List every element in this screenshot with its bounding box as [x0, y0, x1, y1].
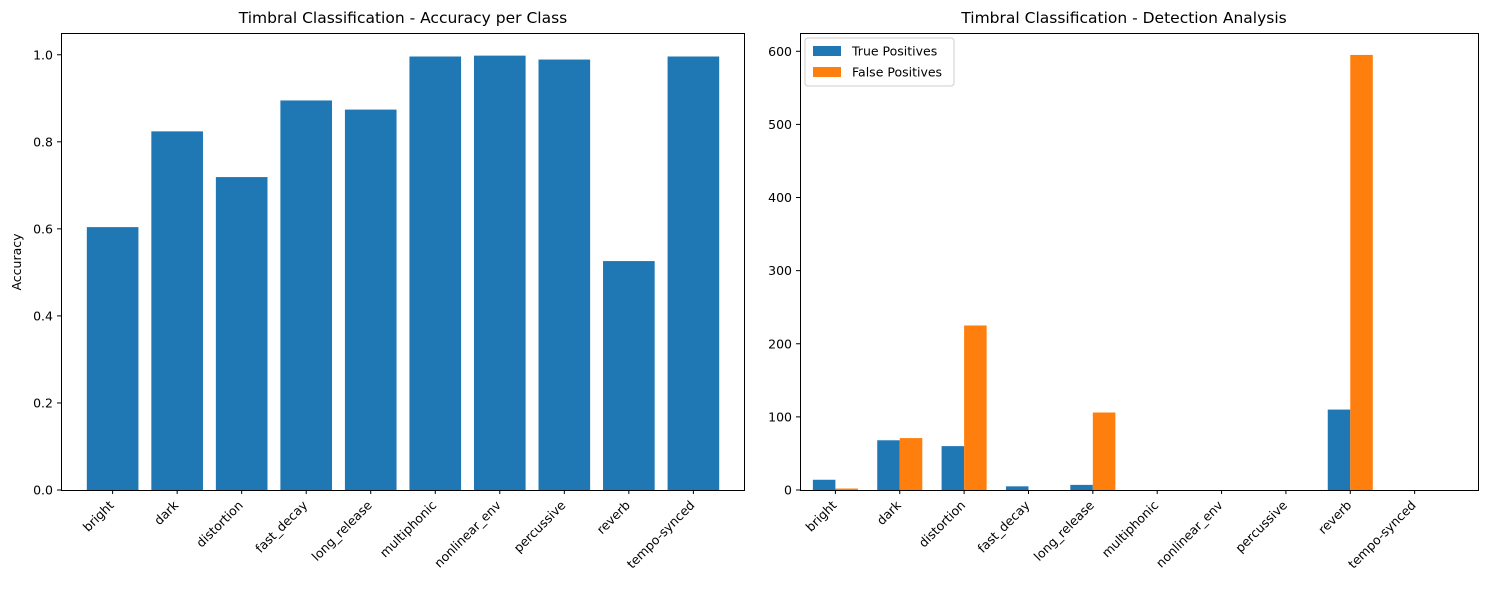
accuracy-bar-percussive	[538, 59, 591, 490]
accuracy-plot-frame	[61, 33, 745, 491]
false-positives-legend-label: False Positives	[852, 65, 942, 80]
x-tick-label: long_release	[309, 497, 376, 564]
accuracy-y-axis-label: Accuracy	[9, 233, 24, 291]
x-tick-label: multiphonic	[1099, 497, 1162, 560]
true-positives-legend-swatch	[813, 46, 841, 56]
x-tick-label: reverb	[1315, 497, 1354, 536]
x-tick-label: distortion	[193, 498, 246, 551]
detection-bars	[812, 54, 1373, 490]
x-tick-label: nonlinear_env	[431, 497, 504, 570]
y-tick-label: 0.8	[33, 134, 53, 149]
y-tick-label: 0.0	[33, 483, 53, 498]
accuracy-bar-tempo-synced	[667, 56, 720, 490]
false-positives-legend-swatch	[813, 67, 841, 77]
true-positives-bar-bright	[812, 479, 836, 490]
false-positives-bar-long_release	[1092, 412, 1116, 490]
legend-box	[804, 37, 955, 87]
y-tick-label: 500	[768, 117, 792, 132]
y-tick-label: 200	[768, 336, 792, 351]
x-tick-label: distortion	[916, 498, 969, 551]
x-tick-label: nonlinear_env	[1153, 497, 1226, 570]
y-tick-label: 400	[768, 190, 792, 205]
accuracy-bar-dark	[151, 131, 203, 490]
x-tick-label: dark	[151, 497, 182, 528]
accuracy-bar-reverb	[603, 261, 655, 490]
accuracy-x-ticks: bright dark distortion fast_decaylong_relea…	[80, 490, 698, 572]
detection-plot-frame	[800, 33, 1479, 491]
detection-chart-title: Timbral Classification - Detection Analy…	[960, 9, 1286, 27]
accuracy-chart: Timbral Classification - Accuracy per Cl…	[9, 9, 745, 571]
true-positives-bar-fast_decay	[1005, 486, 1029, 490]
false-positives-bar-distortion	[964, 325, 987, 490]
x-tick-label: reverb	[594, 497, 633, 536]
accuracy-bar-multiphonic	[409, 56, 462, 490]
x-tick-label: tempo-synced	[624, 498, 698, 572]
x-tick-label: multiphonic	[377, 497, 440, 560]
y-tick-label: 0	[784, 483, 792, 498]
false-positives-bar-dark	[899, 438, 923, 490]
x-tick-label: fast_decay	[252, 497, 311, 556]
accuracy-bar-fast_decay	[280, 100, 333, 490]
x-tick-label: bright	[803, 497, 840, 534]
true-positives-legend-label: True Positives	[851, 44, 937, 59]
true-positives-bar-distortion	[941, 446, 965, 490]
true-positives-bar-long_release	[1070, 484, 1093, 490]
true-positives-bar-reverb	[1327, 409, 1351, 490]
x-tick-label: fast_decay	[974, 497, 1033, 556]
x-tick-label: tempo-synced	[1345, 498, 1419, 572]
x-tick-label: percussive	[1232, 497, 1290, 555]
false-positives-bar-reverb	[1350, 54, 1373, 490]
y-tick-label: 100	[768, 409, 792, 424]
accuracy-bars	[86, 55, 720, 491]
y-tick-label: 0.2	[33, 395, 53, 410]
y-tick-label: 600	[768, 44, 792, 59]
y-tick-label: 0.4	[33, 308, 53, 323]
true-positives-bar-dark	[877, 440, 900, 490]
accuracy-y-ticks: 0.0 0.2 0.4 0.6 0.8 1.0	[33, 47, 61, 498]
x-tick-label: bright	[80, 497, 117, 534]
detection-y-ticks: 0 100 200 300 400 500 600	[768, 44, 800, 498]
y-tick-label: 0.6	[33, 221, 53, 236]
accuracy-bar-bright	[86, 227, 139, 490]
y-tick-label: 300	[768, 263, 792, 278]
detection-legend: True Positives False Positives	[804, 37, 955, 87]
y-tick-label: 1.0	[33, 47, 53, 62]
detection-x-ticks: bright dark distortion fast_decaylong_relea…	[803, 490, 1419, 571]
x-tick-label: percussive	[511, 497, 569, 555]
accuracy-chart-title: Timbral Classification - Accuracy per Cl…	[238, 9, 568, 27]
x-tick-label: long_release	[1031, 497, 1098, 564]
accuracy-bar-distortion	[215, 177, 268, 490]
false-positives-bar-bright	[835, 488, 858, 490]
x-tick-label: dark	[873, 497, 904, 528]
detection-chart: Timbral Classification - Detection Analy…	[768, 9, 1479, 571]
accuracy-bar-long_release	[344, 109, 397, 491]
accuracy-bar-nonlinear_env	[473, 55, 526, 490]
